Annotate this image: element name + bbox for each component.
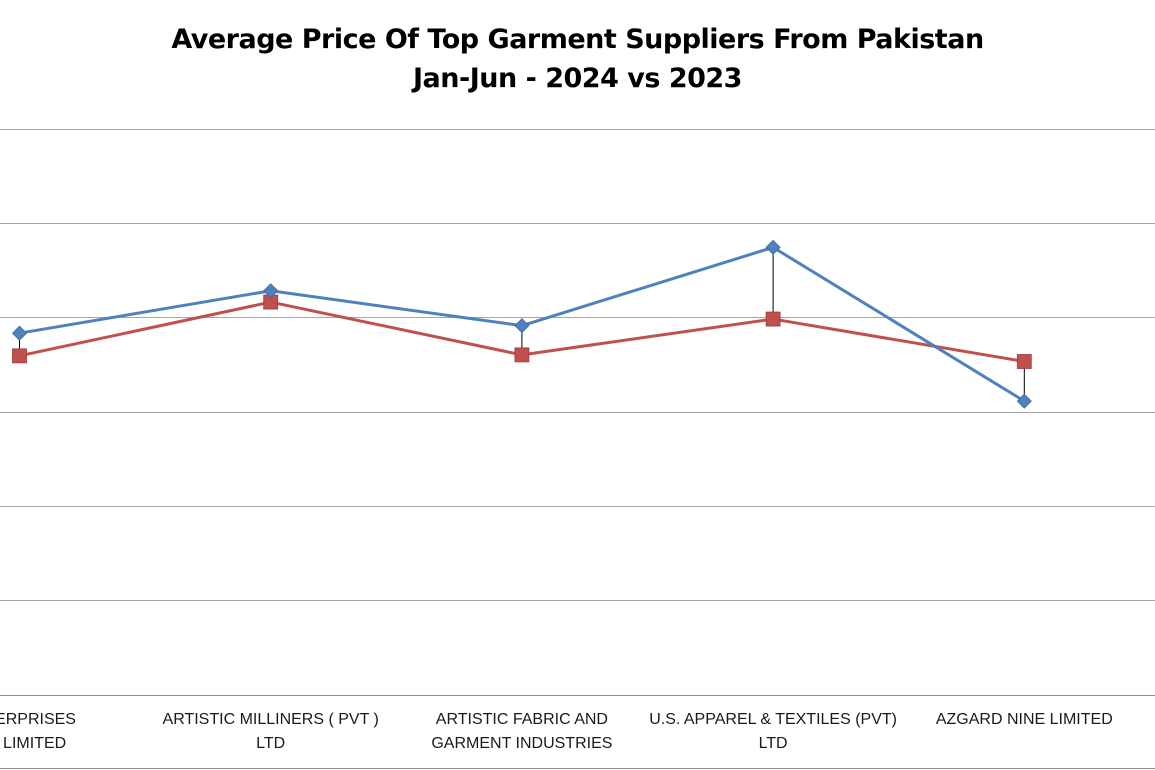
category-label-line: GARMENT INDUSTRIES — [431, 735, 612, 752]
category-label-line: ENTERPRISES — [0, 711, 76, 728]
data-point-square — [1016, 354, 1032, 369]
category-labels: ENTERPRISES TE) LIMITED ARTISTIC MILLINERS… — [0, 711, 1113, 752]
category-label-line: ARTISTIC MILLINERS ( PVT ) — [163, 711, 379, 728]
gridlines — [0, 129, 1155, 769]
category-label-line: ARTISTIC FABRIC AND — [436, 711, 608, 728]
category-label-line: LTD — [759, 735, 788, 752]
category-label: ENTERPRISES TE) LIMITED — [0, 711, 76, 752]
category-label-line: LTD — [256, 735, 285, 752]
series-markers — [11, 239, 1032, 409]
data-point-square — [12, 348, 27, 364]
category-label-line: U.S. APPAREL & TEXTILES (PVT) — [649, 711, 897, 728]
data-point-diamond — [1016, 393, 1032, 409]
chart-title: Average Price Of Top Garment Suppliers F… — [0, 20, 1155, 98]
category-label: ARTISTIC MILLINERS ( PVT ) LTD — [163, 711, 379, 752]
category-label: ARTISTIC FABRIC AND GARMENT INDUSTRIES — [431, 711, 612, 752]
category-label-line: TE) LIMITED — [0, 735, 66, 752]
chart-title-line-1: Average Price Of Top Garment Suppliers F… — [171, 24, 984, 55]
data-point-diamond — [514, 318, 530, 334]
chart-title-line-2: Jan-Jun - 2024 vs 2023 — [413, 63, 742, 94]
data-point-square — [514, 347, 530, 363]
data-point-diamond — [765, 239, 781, 255]
data-point-diamond — [11, 325, 28, 341]
data-point-diamond — [263, 283, 279, 299]
category-label: AZGARD NINE LIMITED — [936, 711, 1113, 728]
category-label-line: AZGARD NINE LIMITED — [936, 711, 1113, 728]
category-label: U.S. APPAREL & TEXTILES (PVT) LTD — [649, 711, 897, 752]
data-point-square — [765, 311, 781, 327]
